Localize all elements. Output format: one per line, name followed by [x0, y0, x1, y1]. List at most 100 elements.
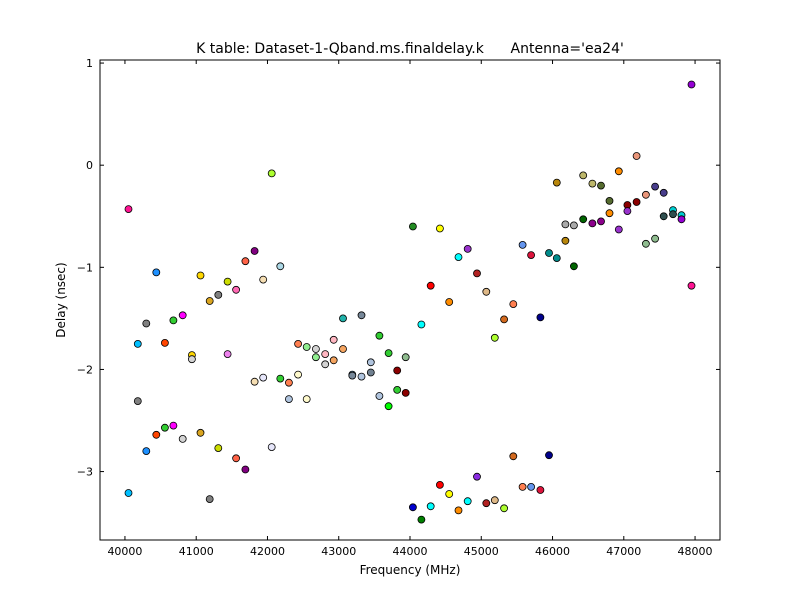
- data-point: [384, 402, 393, 411]
- data-point: [552, 178, 561, 187]
- data-point: [339, 314, 347, 323]
- plot-frame: [99, 59, 721, 541]
- data-point: [339, 345, 347, 353]
- y-tick-label: −2: [77, 363, 93, 376]
- data-point: [284, 378, 293, 387]
- x-tick-label: 41000: [179, 545, 214, 558]
- data-point: [348, 371, 357, 380]
- data-point: [454, 506, 463, 515]
- data-point: [329, 356, 338, 365]
- data-point: [178, 434, 187, 443]
- data-points: [124, 80, 696, 524]
- data-point: [393, 385, 402, 394]
- data-point: [435, 480, 444, 489]
- data-point: [445, 298, 454, 306]
- y-tick-label: −3: [77, 466, 93, 479]
- data-point: [632, 198, 641, 206]
- data-point: [196, 271, 205, 280]
- data-point: [133, 339, 142, 348]
- data-point: [482, 499, 491, 508]
- data-point: [527, 251, 535, 260]
- data-point: [357, 372, 366, 381]
- data-point: [509, 300, 518, 309]
- data-point: [294, 370, 303, 379]
- y-tick-label: −1: [77, 261, 93, 274]
- data-point: [232, 454, 241, 463]
- data-point: [205, 297, 214, 305]
- data-point: [614, 225, 623, 234]
- data-point: [321, 350, 330, 359]
- data-point: [357, 311, 366, 320]
- data-point: [302, 343, 311, 351]
- data-point: [623, 207, 632, 216]
- data-point: [214, 290, 223, 299]
- data-point: [393, 366, 402, 375]
- chart-title: K table: Dataset-1-Qband.ms.finaldelay.k…: [196, 41, 624, 57]
- data-point: [276, 262, 285, 271]
- data-point: [669, 210, 677, 219]
- data-point: [401, 353, 410, 362]
- x-tick-label: 43000: [321, 545, 356, 558]
- data-point: [250, 247, 259, 255]
- data-point: [588, 219, 597, 228]
- data-point: [408, 503, 417, 512]
- data-point: [482, 287, 491, 296]
- data-point: [561, 220, 570, 229]
- y-axis-label: Delay (nsec): [54, 262, 68, 337]
- data-point: [375, 331, 384, 340]
- data-point: [223, 350, 232, 359]
- data-point: [570, 221, 578, 230]
- data-point: [160, 423, 169, 432]
- data-point: [205, 495, 214, 504]
- plot-area: [100, 60, 720, 540]
- data-point: [169, 421, 178, 430]
- data-point: [642, 190, 650, 199]
- data-point: [124, 205, 133, 214]
- x-tick-label: 48000: [678, 545, 713, 558]
- data-point: [321, 360, 330, 369]
- y-tick-label: 0: [86, 159, 93, 172]
- data-point: [160, 338, 169, 347]
- data-point: [366, 358, 375, 367]
- data-point: [241, 257, 250, 266]
- data-point: [426, 281, 435, 290]
- data-point: [490, 496, 499, 505]
- data-point: [597, 181, 605, 190]
- data-point: [687, 281, 696, 290]
- data-point: [435, 224, 444, 233]
- data-point: [196, 428, 205, 437]
- data-point: [152, 430, 161, 439]
- data-point: [490, 333, 499, 342]
- data-point: [579, 215, 588, 224]
- data-point: [267, 169, 276, 178]
- data-point: [445, 490, 454, 498]
- x-tick-label: 47000: [606, 545, 641, 558]
- data-point: [518, 240, 527, 249]
- data-point: [311, 353, 320, 362]
- data-point: [329, 335, 338, 344]
- data-point: [536, 486, 545, 494]
- data-point: [588, 179, 597, 188]
- x-tick-label: 44000: [393, 545, 428, 558]
- data-point: [570, 262, 578, 271]
- data-point: [605, 196, 614, 205]
- data-point: [527, 482, 535, 491]
- x-axis-label: Frequency (MHz): [360, 563, 461, 577]
- data-point: [187, 355, 196, 364]
- axis-ticks: 40000 41000 42000 43000 44000 45000 46000 47000…: [77, 57, 720, 558]
- data-point: [651, 234, 659, 243]
- data-point: [579, 171, 588, 180]
- data-point: [214, 444, 223, 453]
- data-point: [597, 217, 605, 226]
- data-point: [250, 377, 259, 386]
- data-point: [223, 277, 232, 286]
- data-point: [259, 373, 268, 382]
- data-point: [500, 504, 509, 513]
- data-point: [659, 212, 668, 221]
- data-point: [408, 222, 417, 231]
- data-point: [366, 368, 375, 377]
- data-point: [651, 182, 659, 191]
- data-point: [401, 388, 410, 397]
- data-point: [473, 472, 481, 481]
